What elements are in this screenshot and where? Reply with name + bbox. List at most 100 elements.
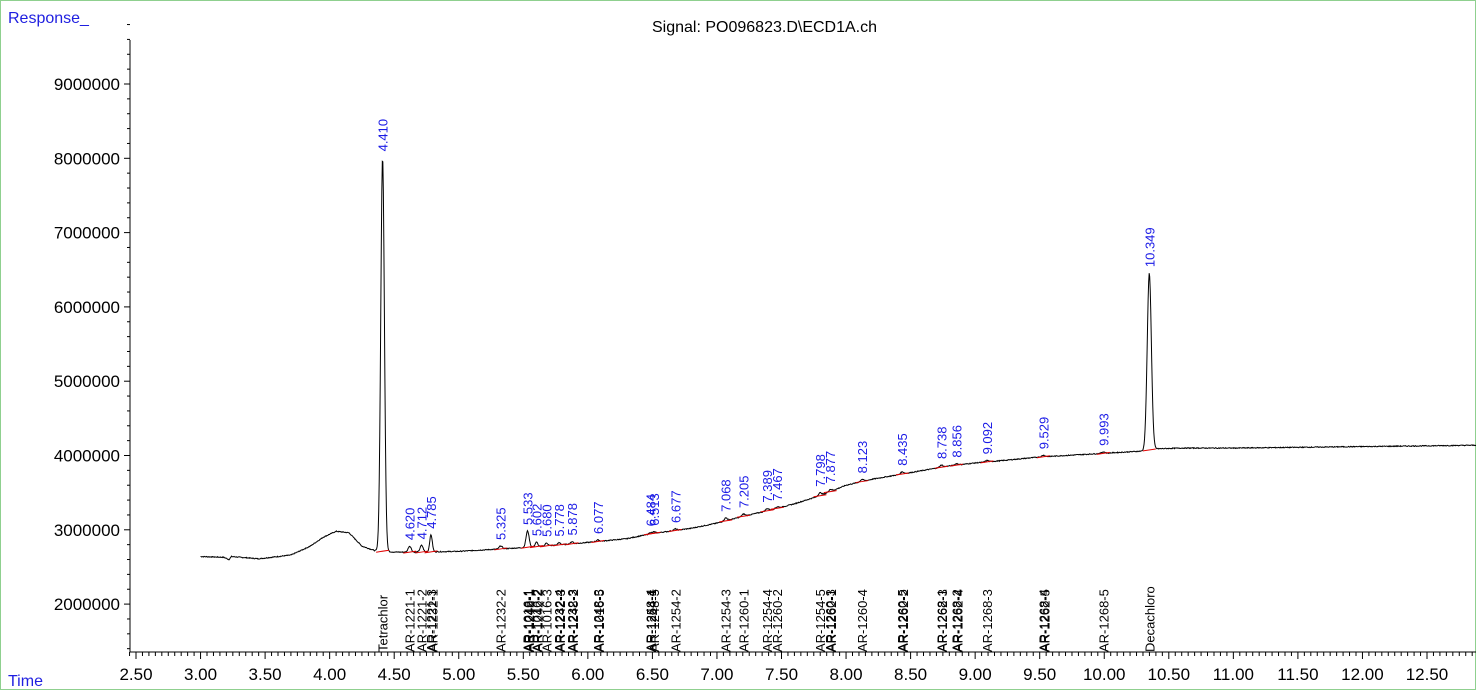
peak-rt-label: 8.738 [934, 427, 949, 460]
baseline-marker [668, 528, 682, 532]
peak-rt-label: 4.712 [415, 507, 430, 540]
axes-layer: 2000000 3000000 4000000 5000000 6000000 70000… [54, 24, 1476, 684]
response-axis-label: Response_ [8, 10, 89, 27]
compound-label: AR-1262-4 [950, 589, 965, 652]
compound-label: AR-1016-3 [540, 589, 555, 652]
baseline-marker [529, 545, 543, 549]
compound-label: AR-1221-1 [403, 589, 418, 652]
compound-label: AR-1262-2 [896, 589, 911, 652]
baseline-marker [895, 472, 909, 476]
x-tick-label: 10.50 [1148, 665, 1191, 684]
baseline-marker [980, 460, 994, 464]
x-tick-label: 8.00 [830, 665, 863, 684]
x-tick-label: 12.50 [1406, 665, 1449, 684]
y-tick-label: 4000000 [54, 447, 120, 466]
trace-layer [200, 160, 1476, 561]
peak-rt-label: 7.467 [770, 468, 785, 501]
baseline-marker [1036, 455, 1050, 459]
baseline-marker [823, 490, 837, 494]
x-tick-label: 5.50 [507, 665, 540, 684]
x-tick-label: 9.50 [1023, 665, 1056, 684]
x-tick-label: 4.50 [378, 665, 411, 684]
x-tick-label: 12.00 [1341, 665, 1384, 684]
baseline-marker [1096, 451, 1110, 455]
baseline-marker [565, 542, 579, 546]
compound-label: AR-1016-2 [529, 589, 544, 652]
signal-trace [200, 160, 1476, 561]
peak-rt-label: 4.620 [403, 508, 418, 541]
compound-label-layer: Tetrachlor AR-1221-1AR-1221-2AR-1221-3AR-… [376, 586, 1158, 652]
compound-label: AR-1268-5 [1096, 589, 1111, 652]
peak-rt-label: 7.205 [736, 476, 751, 509]
compound-label: AR-1232-4 [552, 589, 567, 652]
baseline-marker [950, 463, 964, 467]
compound-label: AR-1254-5 [813, 589, 828, 652]
peak-rt-label: 6.484 [643, 494, 658, 527]
compound-label: AR-1262-5 [1037, 589, 1052, 652]
baseline-marker [494, 547, 508, 551]
peak-rt-label: 9.529 [1036, 417, 1051, 450]
peak-rt-label: 8.123 [855, 441, 870, 474]
peak-rt-label: 7.389 [760, 470, 775, 503]
signal-title: Signal: PO096823.D\ECD1A.ch [652, 19, 878, 36]
peak-rt-label: 5.778 [552, 504, 567, 537]
baseline-marker [591, 539, 605, 543]
peak-rt-label: 10.349 [1142, 227, 1157, 267]
compound-label: AR-1016-5 [592, 589, 607, 652]
peak-rt-label: 9.092 [980, 422, 995, 455]
compound-label: AR-1260-3 [823, 589, 838, 652]
peak-rt-label: 8.435 [895, 433, 910, 466]
y-tick-label: 3000000 [54, 521, 120, 540]
x-tick-label: 2.50 [119, 665, 152, 684]
x-tick-label: 3.00 [184, 665, 217, 684]
x-tick-label: 11.50 [1277, 665, 1318, 684]
x-tick-label: 10.00 [1083, 665, 1126, 684]
x-tick-label: 7.00 [700, 665, 733, 684]
time-axis-label: Time [8, 673, 43, 690]
compound-label: AR-1268-3 [980, 589, 995, 652]
baseline-marker [855, 480, 869, 484]
compound-label: AR-1242-3 [553, 589, 568, 652]
compound-label: AR-1268-2 [950, 589, 965, 652]
compound-label: AR-1248-5 [647, 589, 662, 652]
y-tick-label: 6000000 [54, 298, 120, 317]
peak-rt-label: 5.602 [529, 504, 544, 537]
baseline-marker [521, 545, 535, 549]
baseline-marker [424, 550, 438, 554]
compound-label: AR-1254-2 [668, 589, 683, 652]
x-tick-label: 3.50 [249, 665, 282, 684]
compound-label: AR-1232-2 [494, 589, 509, 652]
peak-rt-label: 8.856 [950, 425, 965, 458]
compound-label: AR-1248-2 [566, 589, 581, 652]
baseline-marker-layer [376, 448, 1156, 554]
baseline-marker [376, 549, 390, 553]
compound-label: AR-1254-4 [760, 589, 775, 652]
baseline-marker [760, 509, 774, 513]
baseline-marker [403, 550, 417, 554]
y-tick-label: 2000000 [54, 595, 120, 614]
x-tick-label: 11.00 [1213, 665, 1254, 684]
compound-label: Decachloro [1142, 586, 1157, 652]
peak-rt-label: 4.410 [376, 119, 391, 152]
baseline-marker [736, 514, 750, 518]
baseline-marker [540, 544, 554, 548]
compound-label: AR-1260-5 [895, 589, 910, 652]
peak-rt-label: 4.785 [424, 496, 439, 529]
baseline-marker [770, 506, 784, 510]
x-tick-label: 7.50 [765, 665, 798, 684]
baseline-marker [552, 543, 566, 547]
x-tick-label: 6.50 [636, 665, 669, 684]
compound-label: AR-1262-1 [824, 589, 839, 652]
compound-label: AR-1232-3 [565, 589, 580, 652]
x-tick-label: 5.00 [442, 665, 475, 684]
peak-rt-label: 7.798 [813, 454, 828, 487]
compound-label: AR-1254-3 [719, 589, 734, 652]
y-tick-label: 5000000 [54, 372, 120, 391]
compound-label: AR-1248-1 [522, 589, 537, 652]
x-tick-label: 9.00 [959, 665, 992, 684]
x-tick-label: 4.00 [313, 665, 346, 684]
